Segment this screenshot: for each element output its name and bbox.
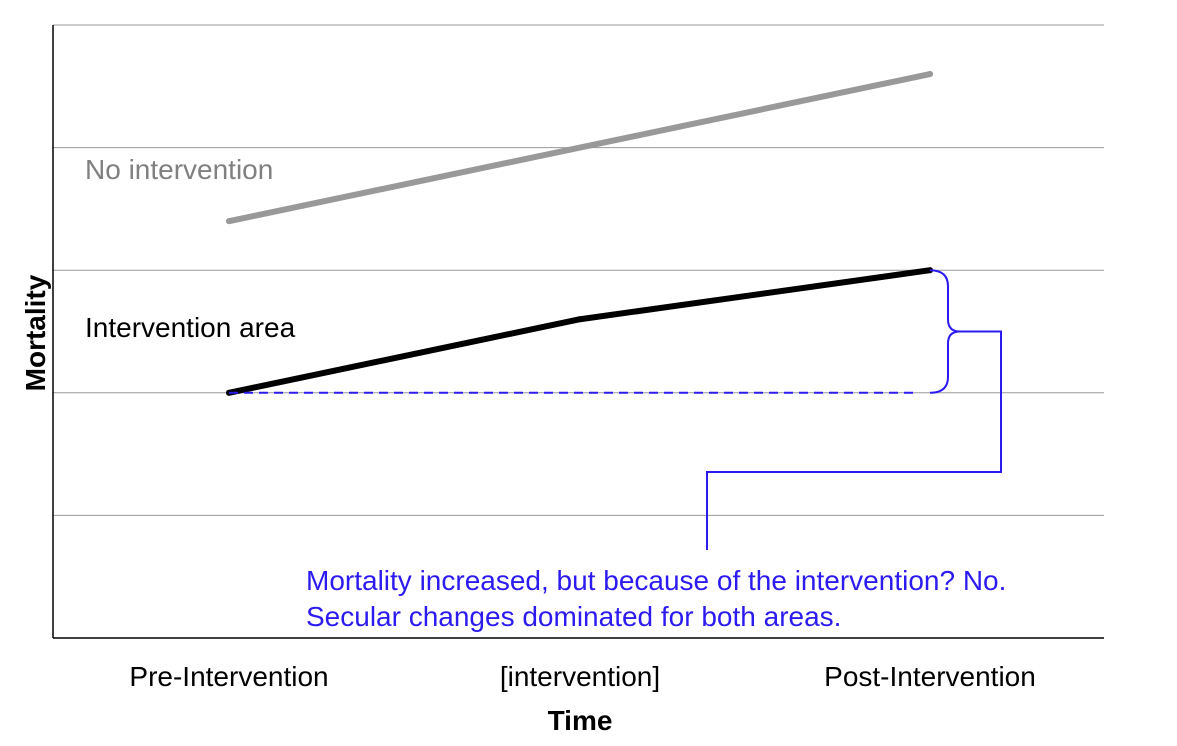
data-point: [226, 218, 232, 225]
data-point: [577, 316, 583, 323]
grid-lines: [53, 24, 1104, 516]
data-point: [577, 144, 583, 151]
x-tick-label: Pre-Intervention: [129, 661, 328, 692]
annotation-line-1: Mortality increased, but because of the …: [306, 565, 1006, 596]
data-point: [927, 71, 933, 78]
x-axis-title: Time: [548, 705, 613, 736]
x-tick-labels: Pre-Intervention [intervention] Post-Inter…: [129, 661, 1035, 692]
annotation-layer: [229, 269, 1002, 550]
series-label-intervention-area: Intervention area: [85, 312, 296, 343]
x-tick-label: [intervention]: [500, 661, 660, 692]
series-line: [226, 267, 933, 396]
axes: [52, 25, 1104, 639]
annotation-line-2: Secular changes dominated for both areas…: [306, 601, 841, 632]
curly-brace: [929, 269, 961, 394]
series-label-no-intervention: No intervention: [85, 154, 273, 185]
annotation-connector: [706, 330, 1002, 550]
series-layer: [226, 71, 933, 396]
x-tick-label: Post-Intervention: [824, 661, 1036, 692]
y-axis-title: Mortality: [20, 274, 51, 391]
